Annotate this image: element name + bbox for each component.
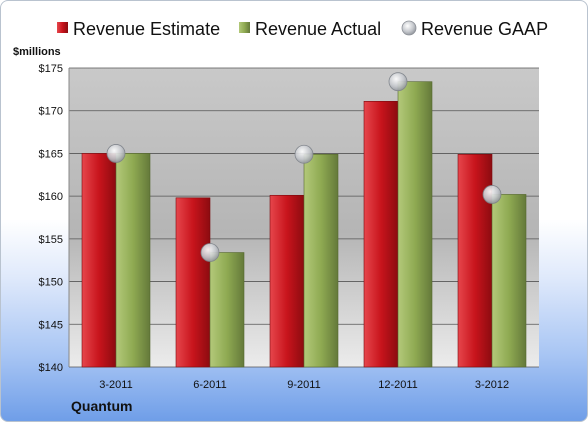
y-tick-label: $165 [39,148,63,160]
legend-swatch-actual [239,22,250,33]
y-tick-label: $170 [39,106,63,118]
x-tick-label: 3-2012 [475,379,509,391]
x-tick-label: 6-2011 [193,379,226,391]
x-tick-label: 9-2011 [287,379,320,391]
markers-layer [106,72,502,262]
bar-actual [491,194,527,368]
bar-estimate [81,153,117,368]
y-tick-label: $145 [39,319,63,331]
y-axis-ticks: $140 $145 $150 $155 $160 $165 $170 $175 [39,63,63,374]
y-tick-label: $160 [39,191,63,203]
bar-actual [115,153,151,368]
y-axis-unit-label: $millions [13,46,61,58]
bar-actual [303,153,339,368]
bar-estimate [269,194,305,368]
legend-swatch-estimate [57,22,68,33]
marker-gaap [388,72,408,92]
y-tick-label: $155 [39,234,63,246]
y-tick-label: $150 [39,277,63,289]
y-tick-label: $140 [39,362,63,374]
legend-swatch-gaap [401,20,417,36]
marker-gaap [294,144,314,164]
bar-estimate [363,101,399,368]
legend-label-actual: Revenue Actual [255,19,381,39]
bar-estimate [457,153,493,368]
y-tick-label: $175 [39,63,63,75]
bar-actual [397,81,433,368]
legend-label-gaap: Revenue GAAP [421,19,548,39]
x-axis-ticks: 3-2011 6-2011 9-2011 12-2011 3-2012 [99,379,509,391]
x-tick-label: 12-2011 [378,379,418,391]
bar-estimate [175,197,211,368]
marker-gaap [200,243,220,262]
legend-label-estimate: Revenue Estimate [73,19,220,39]
marker-gaap [482,185,502,204]
marker-gaap [106,144,126,163]
x-tick-label: 3-2011 [99,379,132,391]
legend: Revenue Estimate Revenue Actual Revenue … [57,19,548,39]
bar-actual [209,252,245,368]
bars-layer [81,81,527,368]
company-label: Quantum [71,398,132,414]
